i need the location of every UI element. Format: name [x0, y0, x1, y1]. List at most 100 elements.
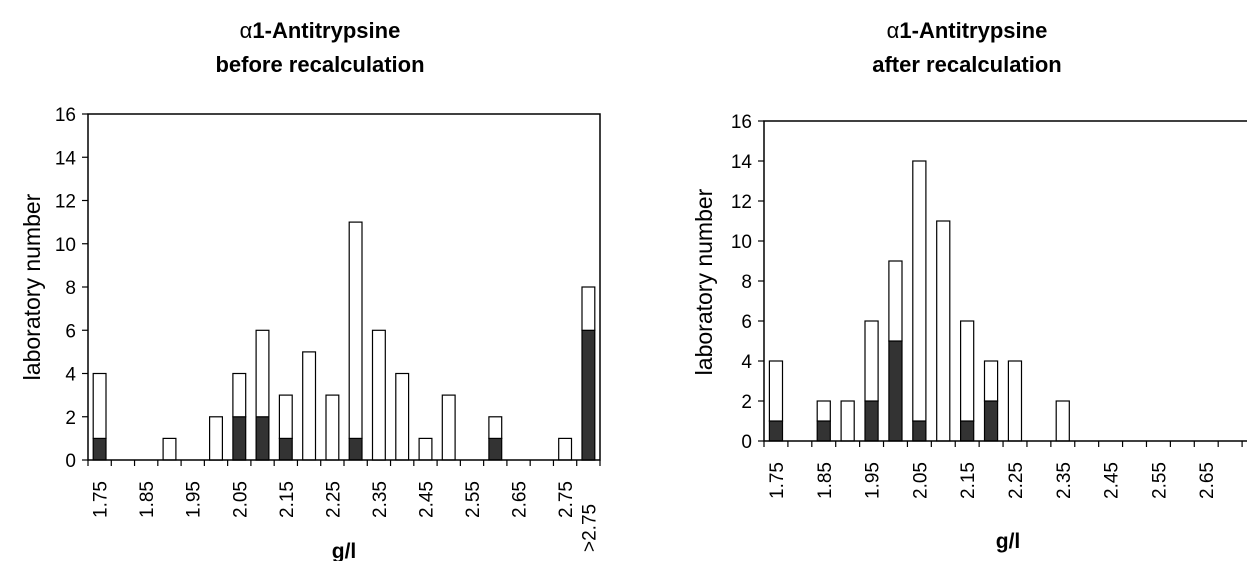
chart-after-recalculation: α1-Antitrypsine after recalculation labo… [691, 18, 1247, 553]
bar-segment [581, 286, 596, 331]
bar-segment [255, 329, 270, 418]
y-tick-label: 8 [741, 272, 752, 293]
bar-segment [488, 437, 503, 461]
x-axis: 1.75 1.85 1.95 2.05 2.15 2.25 2.35 2.45 2.55 2.65… [763, 441, 1247, 499]
bar-segment [348, 221, 363, 440]
bar-segment [162, 437, 177, 461]
bar-segment [232, 416, 247, 461]
x-tick-label: 2.75 [1245, 462, 1247, 499]
y-tick-label: 16 [55, 105, 76, 126]
bar-segment [959, 420, 975, 442]
x-tick-label: 1.95 [863, 462, 884, 499]
bar-segment [558, 437, 573, 461]
x-tick-label: 1.85 [815, 462, 836, 499]
x-tick-label: 1.75 [767, 462, 788, 499]
x-tick-label: 2.15 [958, 462, 979, 499]
y-tick-label: 8 [65, 278, 76, 299]
bar-segment [888, 340, 903, 442]
y-tick-label: 6 [741, 312, 752, 333]
bar-segment [255, 416, 270, 461]
bar-segment [816, 400, 831, 422]
x-tick-label: 2.55 [1149, 462, 1170, 499]
y-tick-label: 4 [65, 365, 76, 386]
x-tick-label: 2.05 [230, 481, 251, 518]
bar-segment [983, 360, 999, 402]
bar-segment [92, 437, 107, 461]
x-tick-label: 2.15 [277, 481, 298, 518]
bar-segment [348, 437, 363, 461]
bar-segment [1007, 360, 1023, 442]
bar-segment [816, 420, 831, 442]
chart-subtitle: after recalculation [872, 52, 1062, 77]
y-tick-label: 10 [731, 232, 752, 253]
x-axis-label: g/l [996, 530, 1021, 553]
chart-subtitle: before recalculation [215, 52, 424, 77]
x-tick-label: 2.05 [910, 462, 931, 499]
plot-area-frame [87, 113, 601, 461]
y-tick-label: 2 [65, 408, 76, 429]
bars-group [768, 160, 1070, 442]
x-tick-label: 2.35 [370, 481, 391, 518]
bar-segment [912, 420, 927, 442]
y-tick-label: 0 [65, 451, 76, 472]
y-tick-label: 12 [55, 192, 76, 213]
bar-segment [912, 160, 927, 422]
bar-segment [232, 372, 247, 418]
bar-segment [840, 400, 855, 442]
bar-segment [441, 394, 456, 461]
x-tick-label: 2.25 [1006, 462, 1027, 499]
x-axis: 1.75 1.85 1.95 2.05 2.15 2.25 2.35 2.45 2.55 2.65… [87, 460, 601, 552]
bar-segment [278, 437, 293, 461]
bar-segment [959, 320, 975, 422]
x-tick-label: 2.55 [463, 481, 484, 518]
bar-segment [209, 416, 224, 461]
y-tick-label: 14 [731, 152, 753, 173]
y-axis-label: laboratory number [19, 193, 45, 380]
y-tick-label: 12 [731, 192, 752, 213]
bar-segment [92, 372, 107, 440]
y-tick-label: 16 [731, 112, 752, 133]
bar-segment [864, 320, 879, 402]
x-tick-label: 1.75 [91, 481, 112, 518]
x-tick-label: 2.25 [323, 481, 344, 518]
bar-segment [864, 400, 879, 442]
y-tick-label: 10 [55, 235, 76, 256]
bar-segment [325, 394, 340, 461]
bar-segment [488, 416, 503, 439]
y-axis: 0 2 4 6 8 10 12 14 16 [731, 112, 764, 453]
x-tick-label: 2.45 [1102, 462, 1123, 499]
plot-area-frame [763, 120, 1247, 442]
y-axis: 0 2 4 6 8 10 12 14 16 [55, 105, 88, 472]
bar-segment [418, 437, 433, 461]
bar-segment [302, 351, 317, 461]
x-tick-label: 2.75 [556, 481, 577, 518]
y-tick-label: 2 [741, 392, 752, 413]
bars-group [92, 221, 596, 461]
y-tick-label: 4 [741, 352, 752, 373]
chart-before-recalculation: α1-Antitrypsine before recalculation lab… [19, 18, 601, 561]
chart-title: α1-Antitrypsine [887, 18, 1048, 43]
bar-segment [983, 400, 999, 442]
bar-segment [888, 260, 903, 342]
y-axis-label: laboratory number [691, 188, 717, 375]
chart-title: α1-Antitrypsine [240, 18, 401, 43]
x-tick-label: 2.65 [1197, 462, 1218, 499]
bar-segment [371, 329, 386, 461]
y-tick-label: 0 [741, 432, 752, 453]
bar-segment [395, 372, 410, 461]
x-axis-label: g/l [332, 540, 357, 561]
x-tick-label: 2.35 [1054, 462, 1075, 499]
y-tick-label: 6 [65, 321, 76, 342]
x-tick-label: 1.95 [184, 481, 205, 518]
y-tick-label: 14 [55, 148, 77, 169]
x-tick-label: 2.65 [510, 481, 531, 518]
bar-segment [768, 360, 784, 422]
x-tick-label: 2.45 [416, 481, 437, 518]
bar-segment [581, 329, 596, 461]
x-tick-label: 1.85 [137, 481, 158, 518]
bar-segment [768, 420, 784, 442]
bar-segment [936, 220, 951, 442]
bar-segment [1055, 400, 1070, 442]
x-tick-label: >2.75 [579, 504, 600, 552]
